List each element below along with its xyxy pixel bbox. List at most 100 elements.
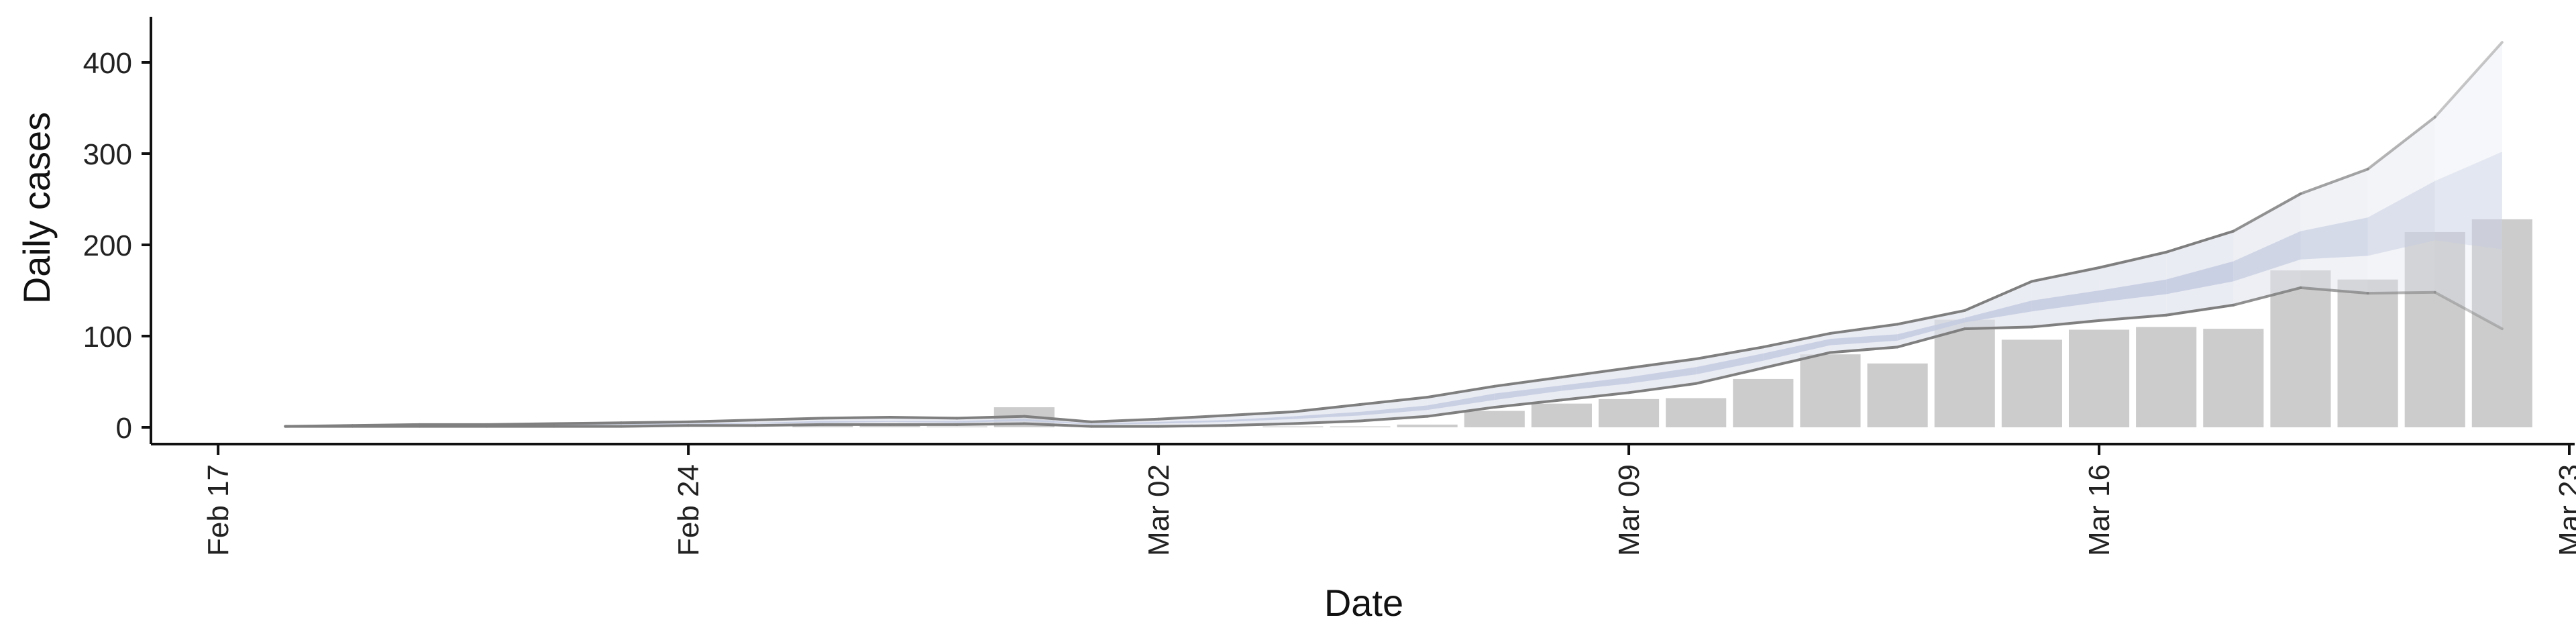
bar [2270,270,2331,427]
lower-bound-line-segment [1963,325,2033,331]
bar [1867,363,1928,427]
upper-bound-line-segment [619,420,690,425]
x-tick-label: Mar 16 [2083,464,2116,556]
lower-bound-line-segment [1358,415,1429,423]
lower-bound-line-segment [1157,424,1228,428]
lower-bound-line-segment [1493,398,1563,409]
inner-band-segment [755,421,823,424]
bar [2001,339,2062,427]
inner-band-segment [1159,420,1226,424]
x-tick-label: Feb 24 [672,464,705,556]
line-group [284,41,2504,428]
inner-band-segment [2031,290,2100,312]
bar [1666,398,1727,427]
upper-bound-line-segment [1762,331,1832,349]
inner-band-segment [1763,339,1831,361]
bar [1934,319,1995,427]
inner-band-segment [2233,231,2301,282]
inner-band-segment [1897,317,1965,341]
y-tick-label: 300 [83,138,132,171]
bar [1598,398,1660,427]
upper-bound-line-segment [2165,229,2235,254]
bar [1531,403,1592,427]
x-axis: Feb 17 Feb 24 Mar 02 Mar 09 Mar 16 Mar 23 [151,443,2576,556]
bar [2404,231,2465,427]
inner-band-segment [2300,217,2368,260]
inner-band-segment [890,421,957,423]
upper-bound-line-segment [1022,415,1093,423]
lower-bound-line-segment [1224,422,1295,427]
outer-band-segment [2434,42,2502,329]
x-tick-label: Mar 02 [1142,464,1175,556]
x-tick-label: Mar 09 [1613,464,1646,556]
y-tick-label: 400 [83,47,132,80]
y-axis: 0 100 200 300 400 [83,17,152,445]
inner-band-segment [2099,279,2167,303]
upper-bound-line-segment [485,422,555,426]
upper-bound-line-segment [821,416,892,420]
inner-band-segment [1964,300,2032,323]
lower-bound-line-segment [1627,382,1698,394]
bar [2203,329,2264,427]
lower-bound-line-segment [1560,391,1631,402]
inner-band-segment [621,423,689,425]
x-tick-label: Feb 17 [202,464,235,556]
inner-band-segment [1494,385,1562,400]
upper-bound-line-segment [687,419,757,423]
bar-group [255,219,2532,428]
bar [2068,329,2130,427]
upper-bound-line-segment [1829,323,1899,335]
lower-bound-line-segment [1896,327,1966,349]
y-tick-label: 100 [83,321,132,354]
upper-bound-line-segment [1291,403,1362,413]
upper-bound-line-segment [1896,309,1966,326]
upper-bound-line-segment [1560,366,1631,379]
bar [2471,219,2532,427]
lower-bound-line-segment [1426,406,1496,418]
bar [1800,354,1861,427]
x-axis-title: Date [1324,582,1403,624]
lower-bound-line-segment [955,422,1026,426]
outer-band-segment [2367,117,2435,294]
upper-bound-line-segment [1627,358,1698,370]
y-tick-label: 200 [83,229,132,262]
inner-band-segment [2166,261,2234,294]
inner-band-segment [1427,393,1495,411]
y-axis-title: Daily cases [15,112,58,304]
upper-bound-line-segment [1963,280,2033,312]
inner-band-segment [1226,416,1293,422]
upper-bound-line-segment [2299,168,2369,195]
upper-bound-line-segment [754,417,824,422]
upper-bound-line-segment [1157,414,1228,421]
upper-bound-line-segment [2232,192,2302,233]
upper-bound-line-segment [1426,384,1496,399]
inner-band-segment [2434,152,2502,250]
upper-bound-line-segment [2030,266,2101,283]
inner-band-segment [957,419,1024,423]
inner-band-segment [822,421,890,423]
upper-bound-line-segment [1089,417,1161,423]
inner-band-segment [1024,419,1091,425]
inner-band-segment [1293,411,1360,419]
lower-bound-line-segment [2165,303,2235,317]
lower-bound-line-segment [2232,286,2302,307]
bar [1733,378,1794,427]
upper-bound-line-segment [1493,376,1563,388]
inner-band-group [285,152,2502,427]
lower-bound-line-segment [1291,419,1362,425]
upper-bound-line-segment [955,415,1026,420]
inner-band-segment [1629,367,1697,384]
lower-bound-line-segment [1829,345,1899,354]
x-tick-label: Mar 23 [2553,464,2576,556]
inner-band-segment [1360,405,1428,416]
bar [2136,327,2197,427]
lower-bound-line-segment [1022,422,1093,428]
inner-band-segment [1830,334,1898,345]
bar [1464,411,1525,427]
lower-bound-line-segment [619,424,690,428]
inner-band-segment [2367,180,2435,256]
bar [1397,424,1458,427]
lower-bound-line-segment [1695,366,1765,385]
inner-band-segment [1091,421,1159,425]
inner-band-segment [688,423,756,425]
